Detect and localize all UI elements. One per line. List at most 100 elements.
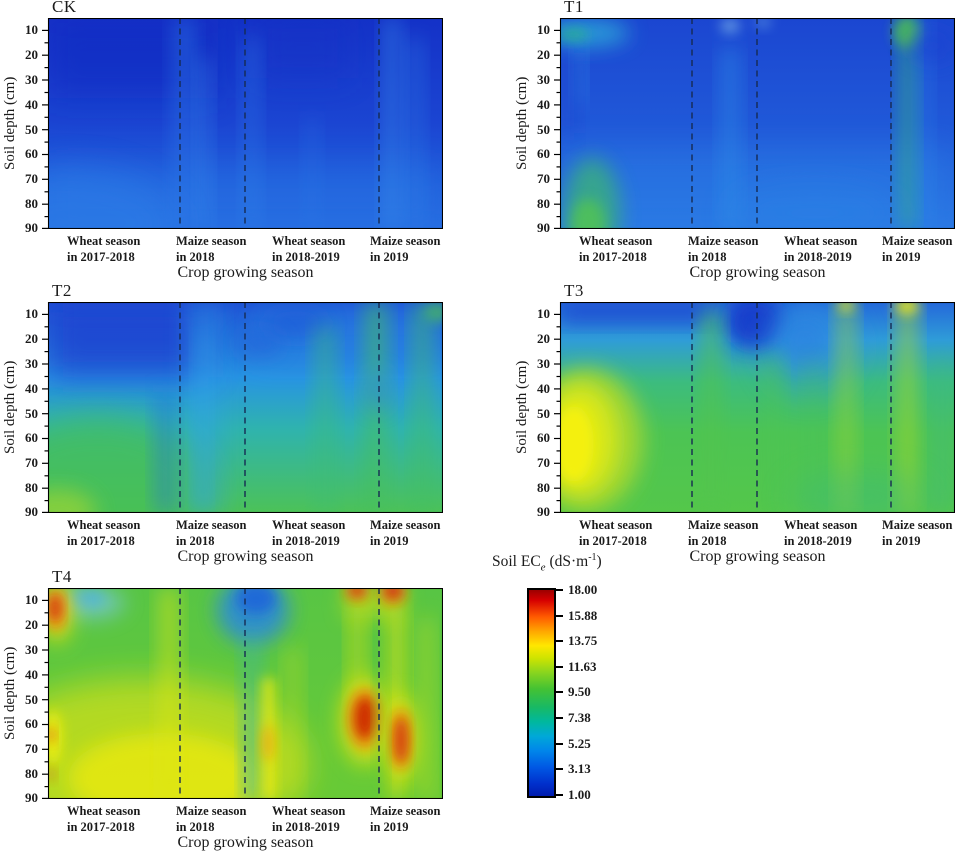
season-line2: in 2018-2019 (272, 534, 340, 548)
y-tick-label: 20 (537, 47, 550, 62)
y-tick-label: 30 (25, 642, 38, 657)
x-axis-title: Crop growing season (177, 264, 314, 281)
colorbar-tick (556, 743, 563, 745)
y-tick-label: 90 (25, 220, 38, 235)
season-line2: in 2019 (882, 534, 921, 548)
season-label: Maize season in 2018 (176, 803, 246, 835)
season-label: Maize season in 2018 (176, 517, 246, 549)
panel-t2: T2 Soil depth (cm) 10 20 30 40 50 60 70 … (0, 281, 462, 572)
season-label: Wheat season in 2017-2018 (579, 517, 652, 549)
season-line1: Wheat season (579, 234, 653, 248)
y-tick-label: 90 (25, 504, 38, 519)
season-line2: in 2018-2019 (784, 534, 852, 548)
season-line2: in 2018 (688, 534, 727, 548)
colorbar-tick (556, 691, 563, 693)
y-tick-label: 50 (537, 122, 550, 137)
season-line2: in 2018 (688, 250, 727, 264)
y-tick-label: 60 (25, 716, 38, 731)
season-label: Wheat season in 2018-2019 (272, 233, 345, 265)
season-label: Wheat season in 2018-2019 (272, 517, 345, 549)
colorbar-tick (556, 768, 563, 770)
y-tick-label: 40 (25, 381, 38, 396)
season-line1: Wheat season (272, 804, 346, 818)
season-line1: Maize season (176, 804, 247, 818)
season-line1: Maize season (176, 518, 247, 532)
y-tick-label: 10 (25, 306, 38, 321)
season-line2: in 2018-2019 (784, 250, 852, 264)
season-line2: in 2018 (176, 250, 215, 264)
panel-t3: T3 Soil depth (cm) 10 20 30 40 50 60 70 … (512, 281, 962, 572)
y-tick-label: 30 (25, 356, 38, 371)
season-line2: in 2017-2018 (67, 250, 135, 264)
season-label: Wheat season in 2017-2018 (67, 517, 140, 549)
contour-plot-t1 (554, 18, 955, 229)
y-tick-label: 20 (25, 331, 38, 346)
panel-t3-title: T3 (564, 281, 584, 300)
season-line2: in 2017-2018 (579, 534, 647, 548)
colorbar-tick (556, 640, 563, 642)
y-tick-label: 10 (25, 22, 38, 37)
colorbar-tick-label: 7.38 (568, 710, 591, 725)
y-tick-label: 90 (537, 504, 550, 519)
y-tick-label: 10 (537, 306, 550, 321)
y-tick-label: 80 (25, 766, 38, 781)
y-tick-label: 50 (25, 122, 38, 137)
colorbar-tick (556, 794, 563, 796)
y-tick-label: 90 (25, 790, 38, 805)
season-label: Maize season in 2019 (882, 517, 952, 549)
colorbar-title: Soil ECe (dS·m-1) (492, 552, 602, 573)
panel-t4-title: T4 (52, 567, 72, 586)
y-tick-label: 60 (25, 146, 38, 161)
colorbar-legend: Soil ECe (dS·m-1) 18.00 15.88 13.75 11.6… (488, 552, 678, 818)
y-tick-label: 70 (537, 171, 550, 186)
y-tick-label: 30 (537, 72, 550, 87)
x-axis-title: Crop growing season (689, 264, 826, 281)
y-tick-label: 70 (25, 171, 38, 186)
y-tick-label: 40 (25, 667, 38, 682)
y-tick-label: 70 (537, 455, 550, 470)
y-tick-label: 30 (537, 356, 550, 371)
y-tick-label: 50 (25, 692, 38, 707)
y-tick-label: 60 (537, 146, 550, 161)
y-tick-label: 60 (537, 430, 550, 445)
season-label: Maize season in 2018 (688, 517, 758, 549)
colorbar-tick-label: 1.00 (568, 787, 591, 802)
season-line1: Maize season (882, 234, 953, 248)
x-axis-title: Crop growing season (177, 834, 314, 851)
season-line1: Wheat season (67, 234, 141, 248)
season-label: Wheat season in 2017-2018 (67, 233, 140, 265)
panel-t2-title: T2 (52, 281, 72, 300)
colorbar-tick-label: 5.25 (568, 736, 591, 751)
season-line1: Maize season (688, 518, 759, 532)
season-line2: in 2018-2019 (272, 820, 340, 834)
contour-plot-t3 (554, 302, 955, 513)
season-line2: in 2019 (370, 820, 409, 834)
contour-plot-t2 (42, 302, 443, 513)
season-line1: Wheat season (784, 234, 858, 248)
colorbar-tick (556, 666, 563, 668)
season-line2: in 2019 (882, 250, 921, 264)
season-label: Wheat season in 2018-2019 (272, 803, 345, 835)
season-line2: in 2017-2018 (579, 250, 647, 264)
season-line1: Wheat season (579, 518, 653, 532)
contour-plot-t4 (42, 588, 443, 799)
season-label: Maize season in 2018 (688, 233, 758, 265)
season-label: Maize season in 2019 (370, 517, 440, 549)
season-label: Maize season in 2018 (176, 233, 246, 265)
y-tick-label: 40 (537, 97, 550, 112)
colorbar-tick-label: 11.63 (568, 659, 597, 674)
colorbar-tick (556, 589, 563, 591)
season-line2: in 2017-2018 (67, 820, 135, 834)
colorbar-tick-label: 18.00 (568, 582, 598, 597)
season-label: Wheat season in 2018-2019 (784, 517, 857, 549)
season-line1: Maize season (176, 234, 247, 248)
season-line1: Maize season (688, 234, 759, 248)
season-line1: Wheat season (67, 804, 141, 818)
colorbar-title-mid: (dS·m (545, 553, 589, 571)
colorbar-title-sub: e (540, 561, 546, 574)
season-label: Maize season in 2019 (370, 803, 440, 835)
colorbar-tick-label: 3.13 (568, 761, 591, 776)
colorbar-title-suffix: ) (596, 553, 602, 571)
y-tick-label: 40 (25, 97, 38, 112)
